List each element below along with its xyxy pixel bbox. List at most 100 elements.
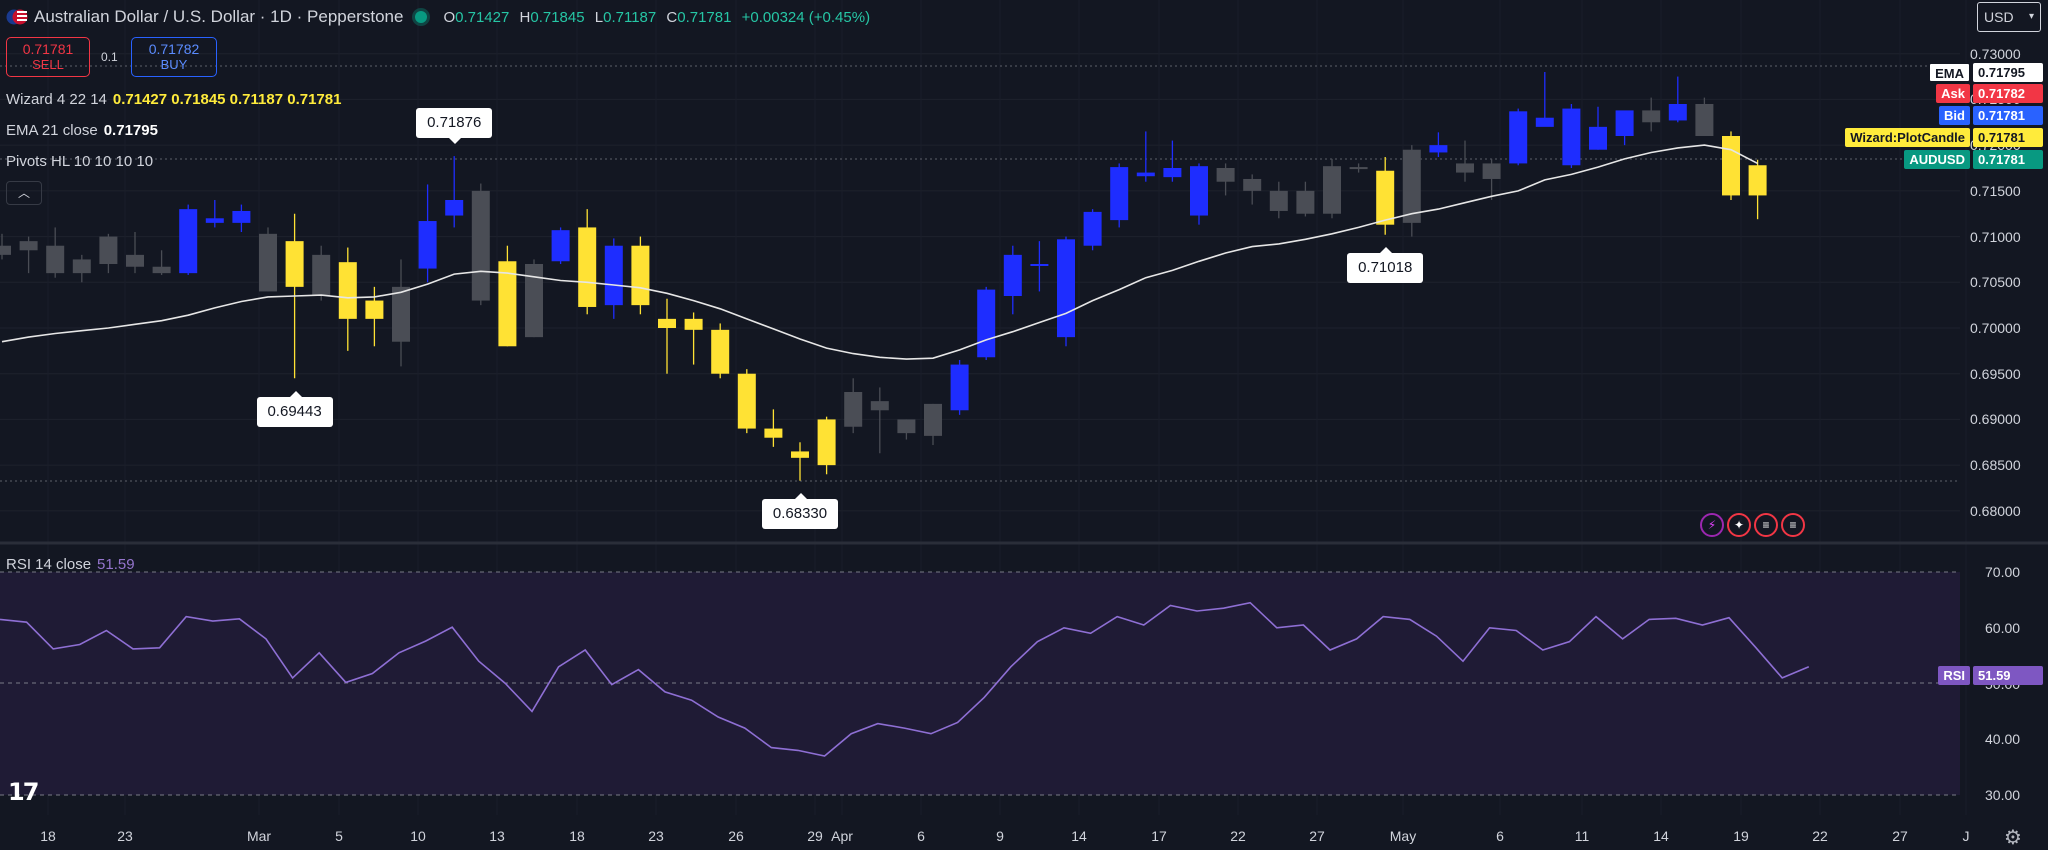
chevron-up-icon: ︿ [17,186,30,200]
candle [445,156,464,228]
gear-icon[interactable]: ⚙ [2004,827,2022,849]
candle-body [817,419,836,466]
candle [924,403,942,446]
candle [844,378,863,434]
candle-body [1562,108,1581,166]
candle-body [312,254,331,296]
candle [1668,76,1687,123]
ohlc-values: O0.71427 H0.71845 L0.71187 C0.71781 +0.0… [437,9,870,26]
candle-body [1243,178,1262,191]
candle-body [1748,165,1767,196]
price-axis-label: 0.68000 [1970,502,2021,519]
candle [418,184,437,283]
wizard-legend[interactable]: Wizard 4 22 14 0.71427 0.71845 0.71187 0.… [6,91,341,108]
price-tag-name: EMA [1929,63,1970,82]
time-axis-label: May [1389,828,1417,844]
time-axis-label: 27 [1892,828,1908,844]
candle-body [365,300,384,319]
candle [1057,236,1075,347]
candle-body [1323,166,1341,214]
close-key: C [666,8,678,26]
tradingview-logo[interactable]: 17 [8,778,39,806]
candle-body [1296,190,1315,214]
candle [977,286,996,360]
candle-body [1482,163,1501,179]
price-tag-name: Ask [1936,84,1970,103]
currency-label: USD [1984,9,2014,25]
currency-selector[interactable]: USD ▾ [1977,2,2041,32]
time-axis-label: 27 [1309,828,1325,844]
price-axis-label: 0.70500 [1970,274,2021,291]
time-axis-label: 18 [569,828,585,844]
time-axis-label: 14 [1071,828,1087,844]
economic-events[interactable]: ⚡ ✦ ≡ ≡ [1700,513,1808,537]
candle [99,233,118,274]
candle-body [392,286,410,342]
candle [737,369,756,434]
candle [551,227,570,264]
price-tag-name: Bid [1939,106,1970,125]
lightning-icon[interactable]: ⚡ [1700,513,1724,537]
candle-body [924,403,942,436]
order-quantity[interactable]: 0.1 [101,50,118,64]
time-axis-label: 23 [648,828,664,844]
candle-body [977,289,996,358]
candle [0,233,11,260]
time-axis-label: 14 [1653,828,1669,844]
time-axis-label: 18 [40,828,56,844]
candle-body [1216,168,1235,182]
candle [1562,104,1581,168]
candle-body [551,230,570,262]
sell-button[interactable]: 0.71781 SELL [6,37,90,77]
collapse-legend-button[interactable]: ︿ [6,181,42,205]
au-flag-event-icon[interactable]: ✦ [1727,513,1751,537]
candle [259,227,277,292]
rsi-legend[interactable]: RSI 14 close 51.59 [6,556,135,573]
time-axis-label: 5 [335,828,343,844]
aud-usd-flag-icon [6,9,28,25]
candle-body [897,419,916,434]
rsi-tag-name: RSI [1938,665,1970,685]
candle-body [1030,264,1049,266]
candle-body [338,262,357,319]
symbol-title[interactable]: Australian Dollar / U.S. Dollar · 1D · P… [34,7,404,26]
candle [152,250,171,275]
candle-body [791,451,809,458]
open-key: O [443,8,456,26]
time-axis-label: 19 [1733,828,1749,844]
candle [1509,108,1528,166]
wizard-label: Wizard 4 22 14 [6,91,107,108]
candle [578,209,597,315]
rsi-axis-label: 40.00 [1985,731,2021,748]
high-key: H [519,8,531,26]
candle-body [1695,104,1714,136]
ema-legend[interactable]: EMA 21 close 0.71795 [6,122,158,139]
candles-layer [0,72,1767,481]
pivots-legend[interactable]: Pivots HL 10 10 10 10 [6,153,153,170]
candle-body [1110,167,1129,221]
time-axis-label: 26 [728,828,744,844]
candle-body [1668,104,1687,121]
candle [1456,140,1474,182]
price-tag-value: 0.71795 [1973,63,2043,82]
candle [72,254,91,283]
candle-body [1269,190,1288,211]
rsi-line [0,601,1810,757]
candle-body [498,261,517,347]
us-flag-event-icon[interactable]: ≡ [1754,513,1778,537]
price-axis-label: 0.70000 [1970,320,2021,336]
low-value: 0.71187 [603,8,657,26]
price-axis-label: 0.69500 [1970,365,2021,382]
buy-button[interactable]: 0.71782 BUY [131,37,217,77]
candle [1748,159,1767,220]
time-axis-label: 17 [1151,828,1167,844]
candle-body [232,210,251,223]
time-axis-label: 10 [410,828,426,844]
candle [1429,132,1448,158]
candle-body [72,259,91,274]
candle [1216,163,1235,196]
candle-body [152,266,171,274]
market-open-icon [415,11,428,23]
us-flag-event-icon[interactable]: ≡ [1781,513,1805,537]
